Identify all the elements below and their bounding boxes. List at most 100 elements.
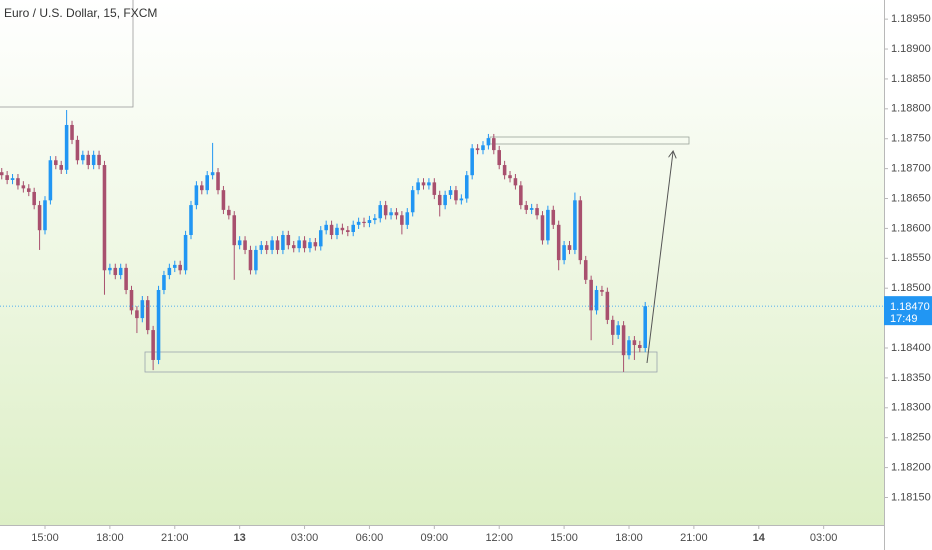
y-tick-label: 1.18500 bbox=[891, 282, 931, 294]
x-tick-label: 06:00 bbox=[356, 532, 384, 544]
candle-body bbox=[210, 172, 215, 176]
y-tick-label: 1.18600 bbox=[891, 222, 931, 234]
candle-body bbox=[291, 245, 296, 249]
candle-body bbox=[232, 215, 237, 246]
candle-body bbox=[221, 190, 226, 210]
countdown-label: 17:49 bbox=[890, 313, 918, 325]
y-tick-label: 1.18350 bbox=[891, 372, 931, 384]
candle-body bbox=[37, 205, 42, 231]
candle-body bbox=[443, 194, 447, 206]
candle-body bbox=[400, 215, 404, 225]
candle-body bbox=[270, 240, 274, 250]
candle-body bbox=[124, 267, 128, 291]
candle-body bbox=[362, 221, 366, 224]
candle-body bbox=[54, 160, 58, 166]
candle-body bbox=[578, 200, 583, 261]
y-tick-label: 1.18400 bbox=[891, 342, 931, 354]
candle-body bbox=[227, 209, 231, 216]
candle-body bbox=[486, 138, 491, 146]
y-tick-label: 1.18250 bbox=[891, 432, 931, 444]
candle-body bbox=[481, 145, 485, 151]
candle-body bbox=[562, 245, 566, 261]
x-tick-label: 13 bbox=[234, 532, 246, 544]
candle-body bbox=[627, 340, 631, 356]
candle-body bbox=[264, 245, 269, 250]
candle-body bbox=[437, 194, 442, 206]
x-tick-label: 12:00 bbox=[485, 532, 513, 544]
candle-body bbox=[129, 290, 134, 311]
candle-body bbox=[70, 124, 74, 140]
candle-body bbox=[594, 290, 599, 311]
candle-body bbox=[59, 165, 63, 170]
candle-body bbox=[540, 215, 545, 241]
candle-body bbox=[346, 230, 350, 233]
candle-body bbox=[638, 345, 642, 349]
x-tick-label: 15:00 bbox=[31, 532, 59, 544]
candle-body bbox=[340, 227, 345, 231]
x-tick-label: 03:00 bbox=[291, 532, 319, 544]
candle-body bbox=[167, 267, 172, 276]
candle-body bbox=[183, 234, 188, 271]
candle-body bbox=[421, 182, 426, 186]
candle-body bbox=[373, 218, 377, 221]
candle-body bbox=[200, 185, 204, 191]
candle-body bbox=[281, 234, 285, 250]
y-tick-label: 1.18650 bbox=[891, 192, 931, 204]
candle-body bbox=[583, 260, 588, 280]
candle-body bbox=[140, 300, 145, 319]
candle-body bbox=[324, 224, 328, 231]
candle-body bbox=[470, 148, 474, 176]
candle-body bbox=[0, 172, 4, 176]
price-axis-background bbox=[884, 0, 932, 550]
candle-body bbox=[172, 264, 177, 268]
candle-body bbox=[502, 165, 507, 176]
candles bbox=[0, 110, 647, 372]
candle-body bbox=[351, 224, 355, 233]
x-tick-label: 21:00 bbox=[161, 532, 189, 544]
candle-body bbox=[308, 242, 312, 249]
candle-body bbox=[464, 175, 469, 199]
candle-body bbox=[113, 267, 118, 276]
candle-body bbox=[524, 205, 529, 210]
time-axis-background bbox=[0, 525, 884, 550]
candle-body bbox=[205, 175, 209, 191]
candle-body bbox=[108, 267, 112, 271]
candle-body bbox=[243, 240, 247, 250]
forecast-arrow bbox=[646, 152, 673, 364]
candle-body bbox=[178, 264, 182, 271]
candle-body bbox=[313, 242, 318, 247]
x-tick-label: 18:00 bbox=[96, 532, 124, 544]
y-tick-label: 1.18200 bbox=[891, 462, 931, 474]
candle-body bbox=[448, 190, 453, 195]
candle-body bbox=[135, 310, 139, 319]
candle-body bbox=[378, 205, 383, 219]
x-tick-label: 21:00 bbox=[680, 532, 708, 544]
candle-body bbox=[567, 245, 572, 250]
y-tick-label: 1.18700 bbox=[891, 163, 931, 175]
candle-body bbox=[21, 185, 26, 189]
last-price-label: 1.18470 bbox=[890, 301, 930, 313]
candle-body bbox=[10, 178, 15, 180]
x-tick-label: 14 bbox=[753, 532, 766, 544]
candle-body bbox=[275, 240, 280, 250]
support-zone bbox=[144, 351, 658, 373]
candle-body bbox=[508, 175, 512, 179]
candle-body bbox=[497, 150, 501, 166]
last-price-box bbox=[884, 296, 932, 326]
candle-body bbox=[162, 275, 166, 291]
x-tick-label: 03:00 bbox=[810, 532, 838, 544]
candle-body bbox=[32, 191, 36, 206]
candle-body bbox=[151, 330, 155, 360]
candle-body bbox=[75, 139, 80, 161]
candle-body bbox=[492, 138, 496, 151]
candle-body bbox=[432, 182, 437, 195]
candle-body bbox=[318, 230, 323, 247]
candle-body bbox=[529, 208, 534, 210]
candle-body bbox=[600, 290, 604, 292]
plot-background bbox=[0, 0, 884, 525]
y-tick-label: 1.18750 bbox=[891, 133, 931, 145]
candle-body bbox=[459, 198, 464, 201]
candle-body bbox=[367, 220, 372, 224]
candle-body bbox=[329, 224, 334, 235]
